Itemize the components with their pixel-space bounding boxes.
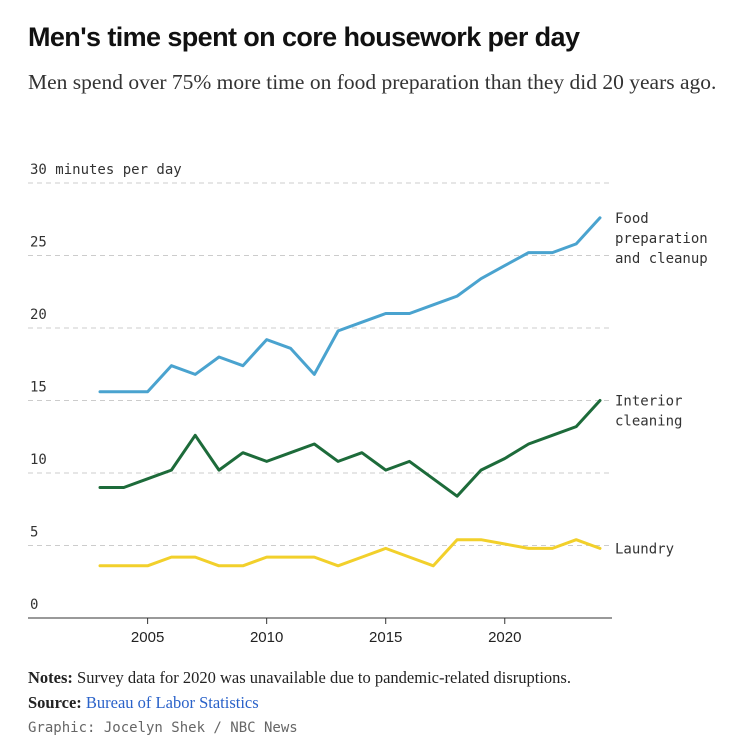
series-labels: Food preparation and cleanup Interior cleani… (615, 211, 708, 558)
y-tick-label: 20 (30, 307, 47, 323)
series-label-line: preparation (615, 231, 708, 247)
series-label-line: Interior (615, 394, 682, 410)
y-tick-label: 15 (30, 380, 47, 396)
x-tick-label: 2005 (131, 629, 164, 646)
notes-text: Survey data for 2020 was unavailable due… (72, 668, 571, 687)
notes-label: Notes: (28, 668, 73, 687)
notes-line: Notes: Survey data for 2020 was unavaila… (28, 668, 571, 688)
series-label: Laundry (615, 541, 674, 557)
series-label-line: cleaning (615, 414, 682, 430)
y-tick-label: 0 (30, 597, 38, 613)
chart-title: Men's time spent on core housework per d… (28, 22, 580, 52)
series-line (98, 538, 602, 568)
chart-subtitle: Men spend over 75% more time on food pre… (28, 70, 717, 94)
x-tick-label: 2010 (250, 629, 283, 646)
gridlines (28, 182, 612, 619)
x-axis: 2005 2010 2015 2020 (131, 618, 521, 646)
graphic-credit: Graphic: Jocelyn Shek / NBC News (28, 720, 298, 736)
x-tick-label: 2020 (488, 629, 521, 646)
y-tick-label: 25 (30, 235, 47, 251)
series-label-line: Food (615, 211, 649, 227)
y-tick-label: 30 minutes per day (30, 162, 182, 178)
source-label: Source: (28, 693, 82, 712)
y-axis: 0 5 10 15 20 25 30 minutes per day (30, 162, 182, 613)
series-label: Food preparation and cleanup (615, 211, 708, 267)
series-line (98, 216, 602, 394)
series-lines (98, 216, 602, 568)
series-label-line: and cleanup (615, 251, 708, 267)
series-label-line: Laundry (615, 541, 674, 557)
series-label: Interior cleaning (615, 394, 682, 430)
source-line: Source: Bureau of Labor Statistics (28, 693, 259, 713)
series-line (98, 399, 602, 498)
source-link[interactable]: Bureau of Labor Statistics (85, 693, 259, 712)
line-chart: 0 5 10 15 20 25 30 minutes per day 2005 2010 201… (28, 162, 708, 646)
x-tick-label: 2015 (369, 629, 402, 646)
y-tick-label: 5 (30, 525, 38, 541)
y-tick-label: 10 (30, 452, 47, 468)
